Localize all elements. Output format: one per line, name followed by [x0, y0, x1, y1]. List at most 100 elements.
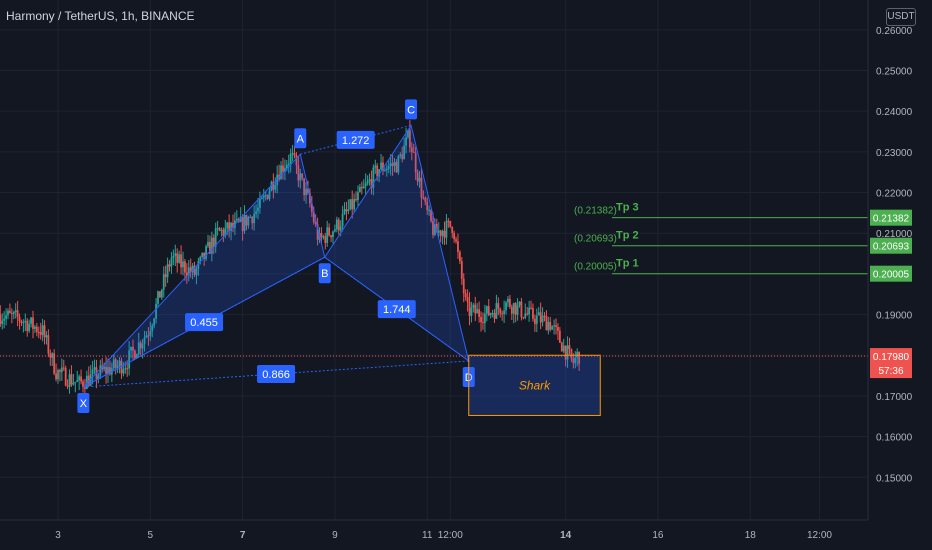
y-tick-label: 0.26000 [876, 26, 913, 37]
candle-body [443, 230, 446, 238]
candle-body [255, 211, 257, 214]
candle-body [545, 315, 548, 331]
candle-body [330, 235, 332, 238]
candle-body [507, 298, 509, 303]
candle-body [253, 213, 256, 224]
candle-body [576, 351, 579, 358]
currency-badge[interactable]: USDT [886, 8, 916, 26]
candle-body [259, 198, 261, 208]
candle-body [245, 214, 248, 226]
candle-body [174, 253, 177, 256]
candle-body [408, 130, 411, 148]
candle-body [389, 163, 392, 166]
target-name: Tp 3 [616, 202, 639, 214]
candle-body [70, 374, 73, 385]
candle-body [212, 237, 215, 247]
candle-body [247, 217, 250, 226]
candle-body [124, 368, 127, 370]
target-name: Tp 1 [616, 258, 639, 270]
ratio-label-box [336, 130, 375, 149]
candle-body [62, 367, 65, 369]
candle-body [510, 306, 513, 314]
candle-body [489, 313, 492, 316]
target-value-label: (0.21382) [574, 206, 617, 217]
candle-body [437, 230, 440, 233]
x-tick-label: 18 [745, 530, 757, 541]
candle-body [93, 367, 96, 370]
current-price-label: 0.17980 [873, 352, 910, 363]
candle-body [291, 153, 294, 155]
candle-body [118, 360, 121, 366]
candle-body [12, 311, 15, 314]
candle-body [535, 315, 538, 324]
candle-body [207, 241, 209, 247]
candle-body [18, 316, 21, 322]
candle-body [82, 381, 84, 387]
pattern-point-label: X [80, 398, 88, 410]
candle-body [141, 343, 144, 349]
candle-body [482, 322, 484, 324]
candle-body [441, 230, 444, 236]
candle-body [462, 278, 465, 294]
candle-body [182, 261, 184, 268]
candle-body [578, 351, 581, 365]
candle-body [55, 373, 57, 380]
candle-body [360, 186, 363, 189]
candle-body [160, 289, 163, 298]
candle-body [324, 236, 327, 243]
candle-body [128, 350, 131, 369]
candle-body [307, 188, 309, 193]
candle-body [428, 210, 431, 212]
candle-body [418, 177, 421, 182]
y-tick-label: 0.24000 [876, 107, 913, 118]
candle-body [24, 320, 27, 323]
candle-body [472, 304, 475, 308]
candle-body [157, 291, 159, 304]
prz-zone: Shark [468, 354, 601, 416]
candle-body [105, 366, 107, 374]
candle-body [326, 227, 329, 243]
candle-body [220, 229, 223, 231]
candle-body [568, 345, 571, 350]
candle-body [372, 167, 375, 188]
candle-body [151, 325, 154, 332]
candle-body [153, 318, 156, 326]
candle-body [264, 195, 267, 197]
candle-body [68, 374, 71, 387]
x-tick-label: 3 [55, 530, 61, 541]
candle-body [262, 195, 265, 198]
target-axis-label: 0.21382 [873, 214, 910, 225]
ratio-label-box [257, 364, 296, 383]
candle-body [412, 151, 415, 153]
candle-body [358, 186, 361, 193]
candle-body [251, 216, 254, 224]
candle-body [518, 301, 521, 306]
targets: (0.21382) Tp 3 (0.20693) Tp 2 (0.20005) Tp 1 [0, 202, 868, 357]
candle-body [528, 307, 531, 315]
candle-body [309, 192, 311, 204]
candle-body [487, 306, 490, 316]
candle-body [345, 209, 348, 212]
candle-body [328, 227, 331, 236]
candle-body [457, 241, 459, 252]
candle-body [537, 312, 540, 316]
candle-body [172, 255, 175, 258]
candle-body [316, 223, 319, 240]
candle-body [424, 197, 427, 202]
candle-body [232, 222, 234, 228]
candle-body [91, 369, 94, 375]
current-price-tag [870, 348, 912, 379]
candle-body [149, 331, 152, 336]
candle-body [107, 367, 109, 374]
ratio-label: 0.866 [262, 369, 290, 381]
candle-body [493, 313, 496, 319]
candle-body [9, 310, 11, 314]
candle-body [180, 254, 182, 268]
shark-zone-box [468, 354, 601, 416]
candle-body [322, 236, 325, 238]
candle-body [351, 199, 354, 210]
y-tick-label: 0.16000 [876, 433, 913, 444]
ratio-label: 0.455 [190, 317, 218, 329]
candle-body [470, 307, 473, 316]
